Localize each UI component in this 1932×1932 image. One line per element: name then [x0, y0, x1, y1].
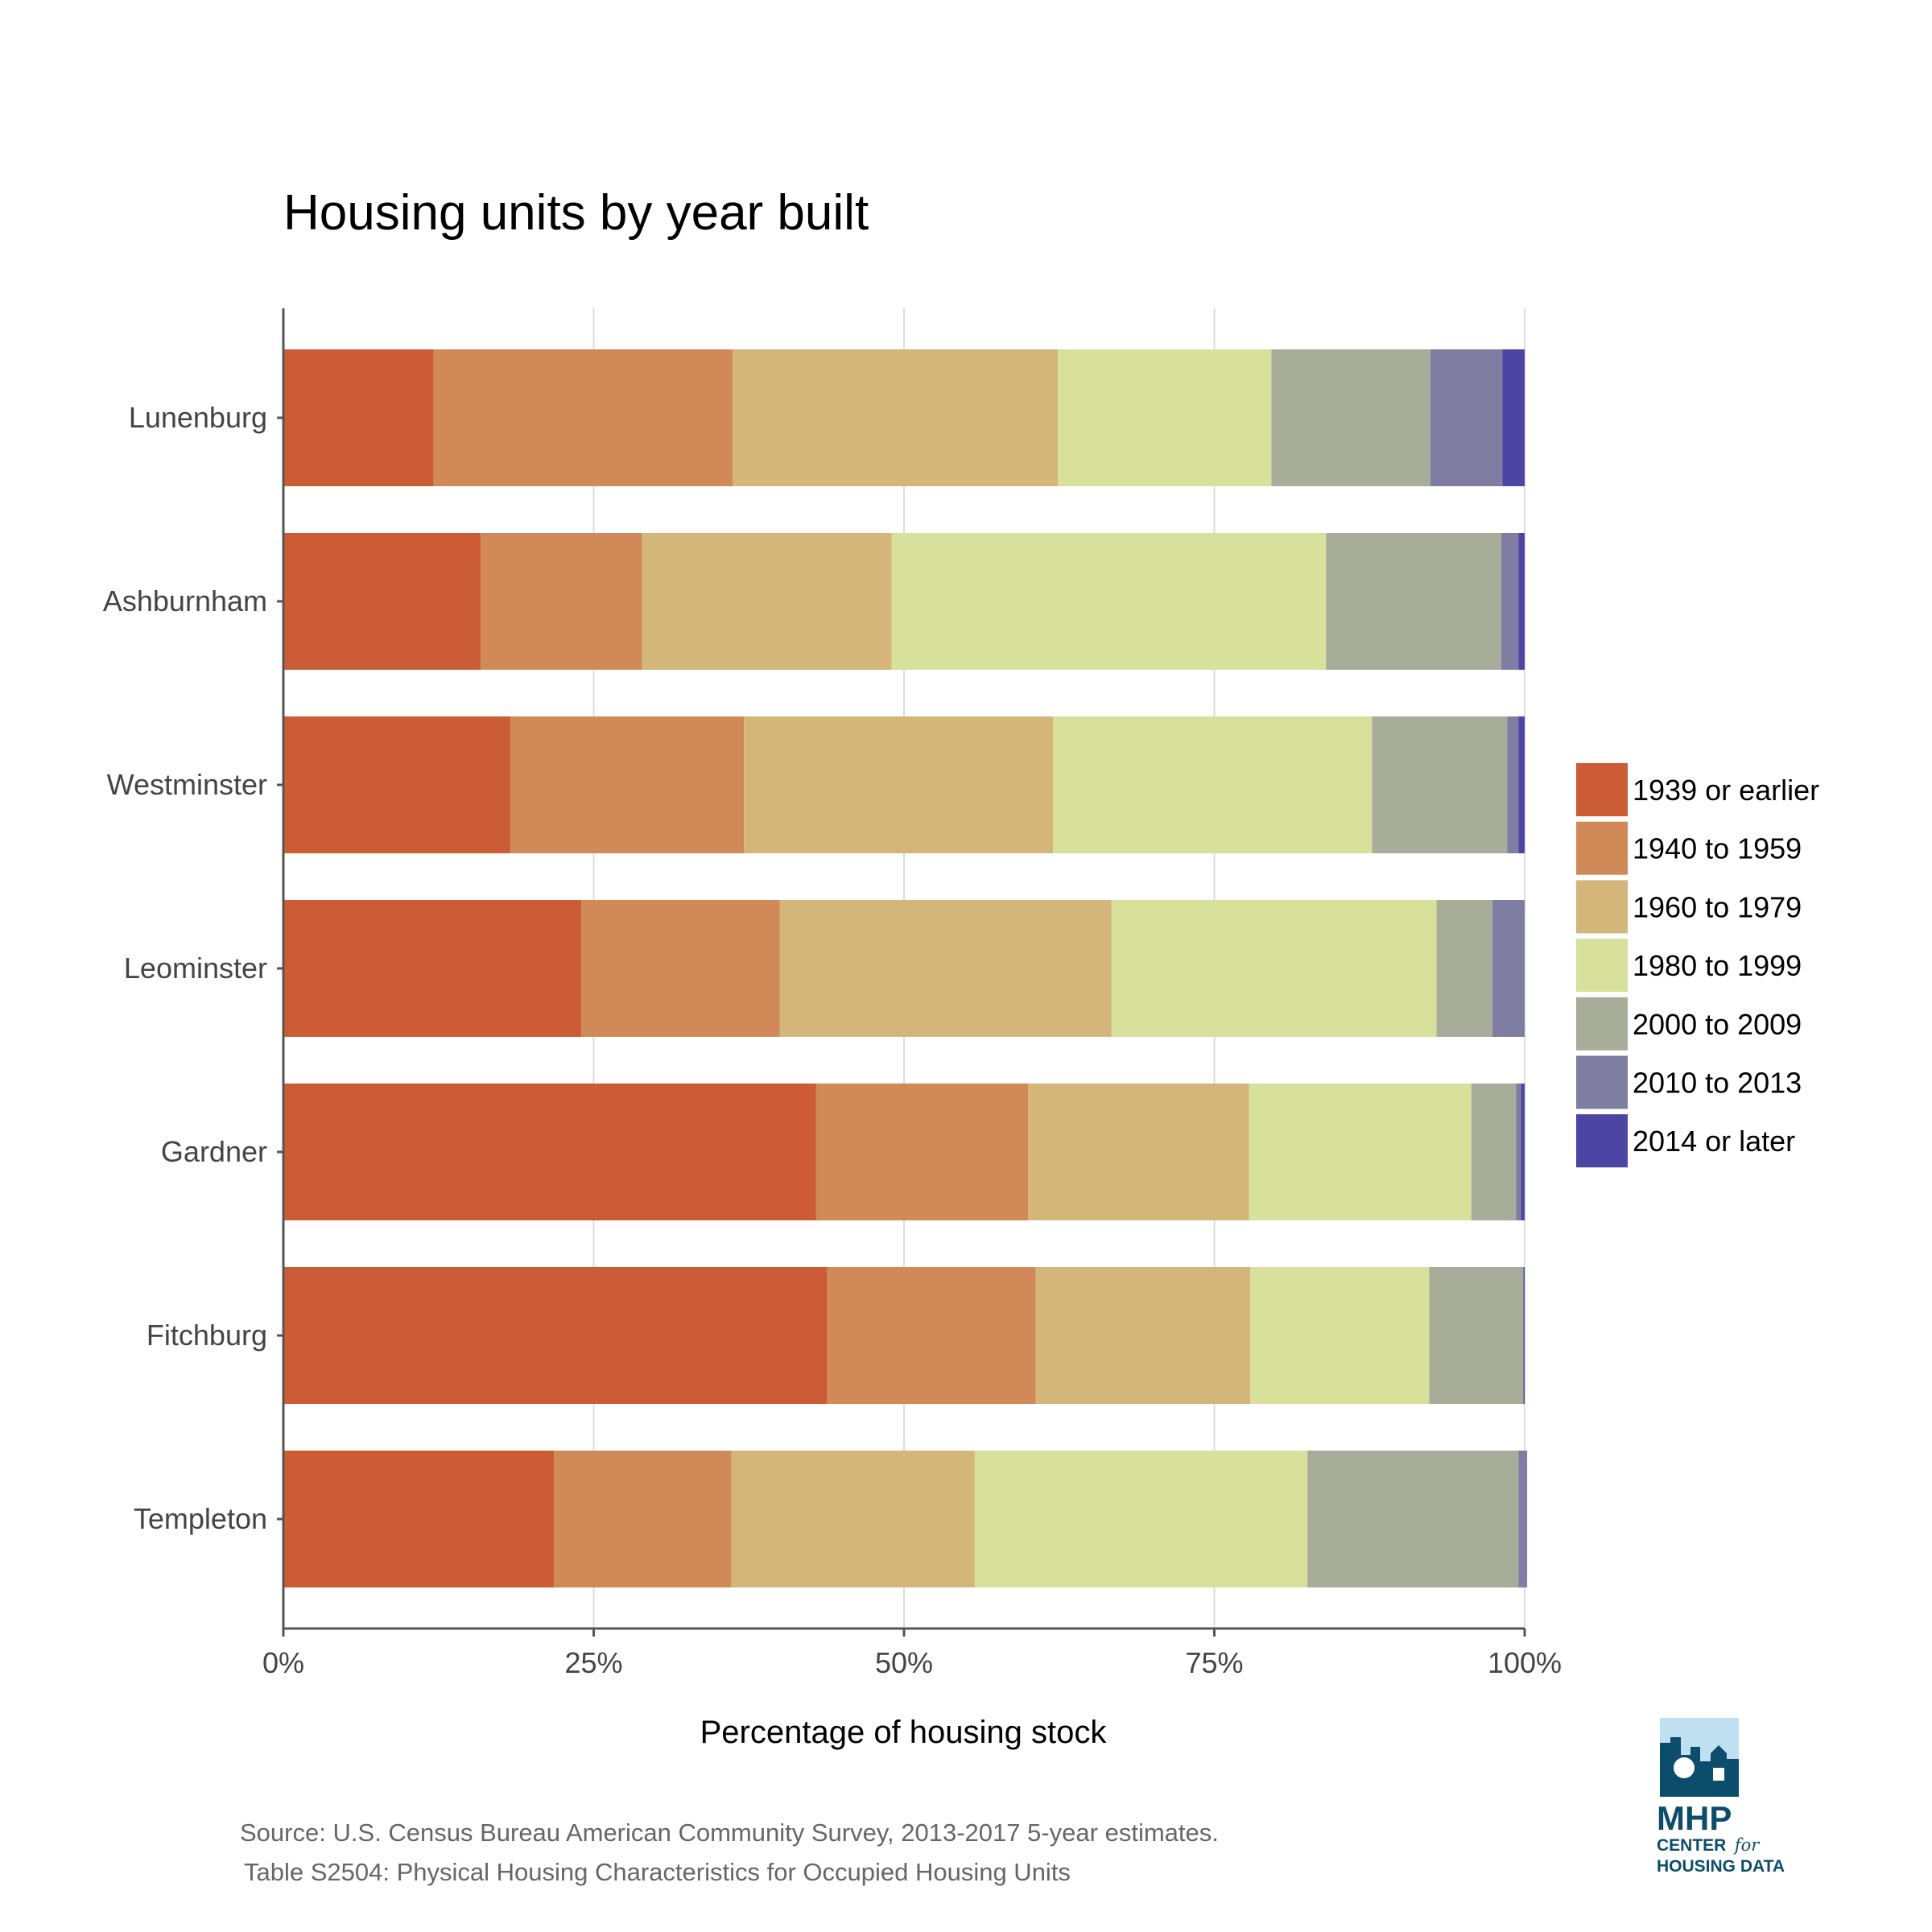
bar-gardner-series-3 — [1249, 1084, 1472, 1220]
bar-templeton-series-4 — [1307, 1451, 1519, 1587]
logo-for-text: for — [1733, 1835, 1761, 1855]
logo-tree-icon — [1674, 1757, 1695, 1778]
bar-gardner-series-1 — [815, 1084, 1029, 1220]
legend: 1939 or earlier 1940 to 1959 1960 to 1979 1… — [1576, 763, 1819, 1168]
bar-ashburnham-series-5 — [1501, 533, 1519, 670]
bar-westminster-series-5 — [1507, 716, 1519, 853]
bars — [283, 349, 1528, 1587]
legend-swatch-6 — [1576, 1114, 1628, 1168]
bar-ashburnham-series-1 — [481, 533, 642, 670]
bar-westminster-series-1 — [510, 716, 745, 853]
bar-fitchburg-series-4 — [1429, 1267, 1524, 1404]
logo-center-line: CENTER for — [1657, 1835, 1761, 1855]
bar-gardner-series-0 — [283, 1084, 816, 1220]
bar-leominster-series-3 — [1111, 900, 1437, 1037]
legend-swatch-1 — [1576, 821, 1628, 875]
mhp-logo: MHP CENTER for HOUSING DATA — [1657, 1718, 1785, 1876]
legend-label-6: 2014 or later — [1633, 1125, 1795, 1158]
logo-skyline-icon — [1660, 1737, 1739, 1797]
legend-swatch-2 — [1576, 880, 1628, 934]
logo-window-icon — [1713, 1768, 1724, 1781]
bar-ashburnham-series-6 — [1518, 533, 1525, 670]
legend-label-2: 1960 to 1979 — [1633, 890, 1802, 923]
bar-gardner-series-5 — [1516, 1084, 1521, 1220]
logo-mhp-text: MHP — [1657, 1799, 1732, 1837]
bar-fitchburg-series-1 — [827, 1267, 1036, 1404]
legend-swatch-5 — [1576, 1055, 1628, 1109]
x-tick-label-4: 100% — [1488, 1646, 1562, 1679]
bar-fitchburg-series-3 — [1250, 1267, 1430, 1404]
chart-title: Housing units by year built — [283, 185, 869, 241]
source-line-1: Source: U.S. Census Bureau American Comm… — [240, 1818, 1219, 1847]
category-label-leominster: Leominster — [124, 952, 267, 985]
bar-westminster-series-0 — [283, 716, 511, 853]
bar-gardner-series-2 — [1028, 1084, 1249, 1220]
bar-ashburnham-series-0 — [283, 533, 481, 670]
x-tick-label-2: 50% — [875, 1646, 933, 1679]
bar-templeton-series-1 — [554, 1451, 732, 1587]
x-tick-label-1: 25% — [564, 1646, 622, 1679]
bar-leominster-series-4 — [1436, 900, 1492, 1037]
bar-westminster-series-4 — [1372, 716, 1508, 853]
legend-swatch-3 — [1576, 939, 1628, 993]
bar-lunenburg-series-5 — [1430, 349, 1503, 486]
bar-lunenburg-series-2 — [733, 349, 1059, 486]
source-line-2: Table S2504: Physical Housing Characteri… — [244, 1858, 1071, 1886]
bar-ashburnham-series-3 — [891, 533, 1327, 670]
legend-label-1: 1940 to 1959 — [1633, 832, 1802, 865]
bar-templeton-series-3 — [974, 1451, 1308, 1587]
legend-label-5: 2010 to 2013 — [1633, 1067, 1802, 1100]
legend-swatch-4 — [1576, 997, 1628, 1051]
legend-label-3: 1980 to 1999 — [1633, 949, 1802, 982]
bar-lunenburg-series-0 — [283, 349, 434, 486]
logo-center-text: CENTER — [1657, 1836, 1726, 1855]
bar-ashburnham-series-4 — [1326, 533, 1501, 670]
bar-templeton-series-0 — [283, 1451, 555, 1587]
bar-gardner-series-4 — [1471, 1084, 1517, 1220]
category-label-westminster: Westminster — [107, 768, 267, 801]
bar-templeton-series-2 — [731, 1451, 975, 1587]
bar-leominster-series-1 — [581, 900, 780, 1037]
x-tick-label-3: 75% — [1185, 1646, 1243, 1679]
logo-housing-data-text: HOUSING DATA — [1657, 1857, 1785, 1876]
category-label-ashburnham: Ashburnham — [103, 584, 267, 617]
legend-label-0: 1939 or earlier — [1633, 774, 1819, 807]
bar-lunenburg-series-1 — [433, 349, 733, 486]
legend-label-4: 2000 to 2009 — [1633, 1008, 1802, 1041]
bar-gardner-series-6 — [1521, 1084, 1525, 1220]
x-tick-label-0: 0% — [262, 1646, 304, 1679]
bar-leominster-series-0 — [283, 900, 582, 1037]
bar-leominster-series-5 — [1492, 900, 1525, 1037]
category-labels: Lunenburg Ashburnham Westminster Leominster… — [103, 401, 283, 1535]
bar-fitchburg-series-0 — [283, 1267, 828, 1404]
x-axis-title: Percentage of housing stock — [700, 1715, 1108, 1750]
bar-lunenburg-series-3 — [1058, 349, 1272, 486]
bar-templeton-series-5 — [1518, 1451, 1528, 1587]
legend-swatch-0 — [1576, 763, 1628, 816]
bar-fitchburg-series-6 — [1523, 1267, 1525, 1404]
bar-lunenburg-series-4 — [1271, 349, 1430, 486]
bar-ashburnham-series-2 — [642, 533, 892, 670]
category-label-lunenburg: Lunenburg — [129, 401, 267, 434]
category-label-gardner: Gardner — [161, 1135, 267, 1168]
category-label-templeton: Templeton — [134, 1502, 267, 1535]
category-label-fitchburg: Fitchburg — [147, 1319, 267, 1352]
bar-westminster-series-2 — [744, 716, 1054, 853]
bar-fitchburg-series-2 — [1035, 1267, 1251, 1404]
bar-leominster-series-2 — [779, 900, 1112, 1037]
bar-lunenburg-series-6 — [1502, 349, 1525, 486]
bar-westminster-series-3 — [1053, 716, 1373, 853]
bar-westminster-series-6 — [1518, 716, 1525, 853]
x-tick-labels: 0% 25% 50% 75% 100% — [262, 1629, 1562, 1679]
